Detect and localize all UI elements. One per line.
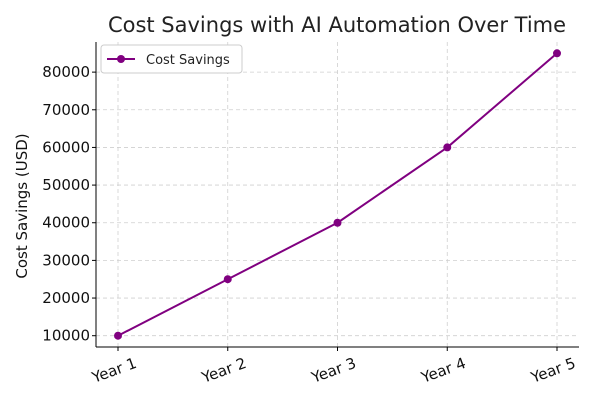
data-point [114, 331, 122, 340]
x-tick-label: Year 2 [198, 354, 248, 387]
y-tick-label: 10000 [42, 327, 90, 345]
legend-label: Cost Savings [146, 53, 230, 68]
data-point [553, 49, 561, 58]
series-layer [114, 49, 561, 340]
y-axis-label: Cost Savings (USD) [13, 133, 31, 278]
x-tick-label: Year 5 [528, 354, 578, 387]
x-ticks: Year 1 Year 2 Year 3 Year 4 Year 5 [89, 347, 578, 387]
y-tick-label: 20000 [42, 289, 90, 307]
y-tick-label: 50000 [42, 176, 90, 194]
legend-marker-swatch [117, 55, 125, 63]
data-point [223, 275, 232, 284]
x-tick-label: Year 4 [418, 354, 468, 387]
y-tick-label: 80000 [42, 63, 90, 81]
y-tick-label: 30000 [42, 251, 90, 269]
legend-box [100, 44, 243, 74]
x-tick-label: Year 1 [89, 354, 139, 387]
series-line [117, 52, 558, 337]
x-tick-label: Year 3 [308, 354, 358, 387]
legend: Cost Savings [100, 44, 243, 74]
y-tick-label: 60000 [42, 138, 90, 156]
data-point [443, 143, 452, 152]
grid-lines [96, 42, 579, 347]
data-point [333, 218, 342, 227]
y-tick-label: 70000 [42, 101, 90, 119]
y-tick-label: 40000 [42, 214, 90, 232]
y-ticks: 10000 20000 30000 40000 50000 60000 70000 80000 [42, 63, 96, 345]
chart-title: Cost Savings with AI Automation Over Tim… [108, 13, 566, 37]
